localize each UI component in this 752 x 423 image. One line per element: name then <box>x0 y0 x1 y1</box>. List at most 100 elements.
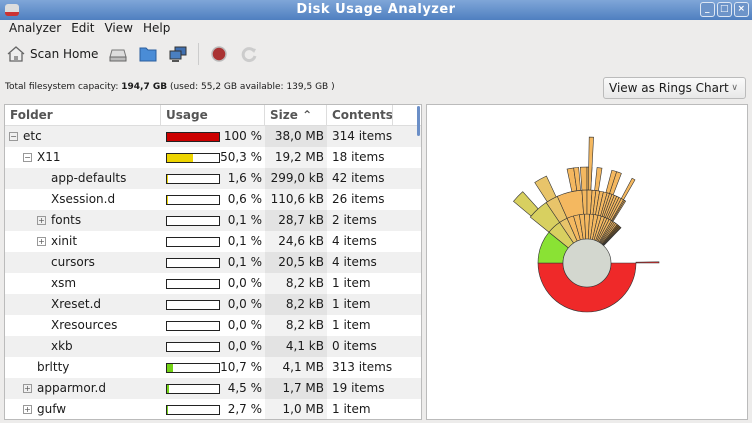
usage-bar <box>166 341 220 352</box>
header-size[interactable]: Size ⌃ <box>265 105 327 125</box>
contents-cell: 19 items <box>332 381 385 395</box>
ring-segment[interactable] <box>635 261 660 264</box>
table-row[interactable]: + apparmor.d 4,5 % 1,7 MB 19 items <box>5 378 421 399</box>
usage-bar <box>166 194 220 205</box>
usage-bar <box>166 173 220 184</box>
folder-name: − X11 <box>5 147 161 168</box>
table-row[interactable]: + xinit 0,1 % 24,6 kB 4 items <box>5 231 421 252</box>
usage-cell: 10,7 % <box>161 357 265 378</box>
collapse-icon[interactable]: − <box>23 153 32 162</box>
title-bar: Disk Usage Analyzer _ □ × <box>0 0 752 20</box>
expand-icon[interactable]: + <box>37 237 46 246</box>
usage-cell: 0,0 % <box>161 315 265 336</box>
size-cell: 110,6 kB <box>265 189 327 210</box>
scrollbar[interactable] <box>417 106 420 136</box>
usage-percent: 100 % <box>223 129 262 143</box>
folder-name: xkb <box>5 336 161 357</box>
folder-name-text: gufw <box>37 402 67 416</box>
harddisk-icon[interactable] <box>108 45 128 63</box>
stop-icon[interactable] <box>209 45 229 63</box>
view-select[interactable]: View as Rings Chart ∨ <box>603 77 746 99</box>
expand-icon[interactable]: + <box>23 405 32 414</box>
network-icon[interactable] <box>168 45 188 63</box>
usage-percent: 0,0 % <box>227 276 262 290</box>
table-row[interactable]: Xreset.d 0,0 % 8,2 kB 1 item <box>5 294 421 315</box>
contents-cell: 42 items <box>332 171 385 185</box>
table-row[interactable]: cursors 0,1 % 20,5 kB 4 items <box>5 252 421 273</box>
size-cell: 8,2 kB <box>265 315 327 336</box>
folder-name-text: Xsession.d <box>51 192 116 206</box>
view-select-value: View as Rings Chart <box>609 81 729 95</box>
rings-chart[interactable] <box>426 104 748 420</box>
ring-segment[interactable] <box>573 167 581 192</box>
menu-help[interactable]: Help <box>142 21 171 35</box>
usage-bar <box>166 362 220 373</box>
menu-analyzer[interactable]: Analyzer <box>9 21 62 35</box>
folder-name-text: app-defaults <box>51 171 127 185</box>
maximize-button[interactable]: □ <box>717 2 732 17</box>
contents-cell: 1 item <box>332 318 371 332</box>
table-row[interactable]: Xsession.d 0,6 % 110,6 kB 26 items <box>5 189 421 210</box>
expand-icon[interactable]: + <box>23 384 32 393</box>
contents-cell: 314 items <box>332 129 393 143</box>
scan-home-button[interactable]: Scan Home <box>6 45 98 63</box>
folder-name-text: apparmor.d <box>37 381 106 395</box>
home-icon <box>7 46 25 62</box>
folder-name-text: Xreset.d <box>51 297 102 311</box>
minimize-button[interactable]: _ <box>700 2 715 17</box>
ring-segment[interactable] <box>513 191 539 217</box>
rings-chart-svg[interactable] <box>427 105 747 419</box>
usage-percent: 0,0 % <box>227 297 262 311</box>
folder-icon[interactable] <box>138 45 158 63</box>
table-row[interactable]: Xresources 0,0 % 8,2 kB 1 item <box>5 315 421 336</box>
folder-name: brltty <box>5 357 161 378</box>
refresh-icon[interactable] <box>239 45 259 63</box>
header-folder[interactable]: Folder <box>5 105 161 125</box>
usage-cell: 0,0 % <box>161 294 265 315</box>
usage-percent: 50,3 % <box>220 150 262 164</box>
usage-bar <box>166 131 220 142</box>
close-button[interactable]: × <box>734 2 749 17</box>
menu-edit[interactable]: Edit <box>71 21 95 35</box>
collapse-icon[interactable]: − <box>9 132 18 141</box>
sort-ascending-icon: ⌃ <box>302 108 313 122</box>
menu-view[interactable]: View <box>104 21 133 35</box>
table-row[interactable]: app-defaults 1,6 % 299,0 kB 42 items <box>5 168 421 189</box>
size-cell: 24,6 kB <box>265 231 327 252</box>
folder-name: + xinit <box>5 231 161 252</box>
usage-cell: 4,5 % <box>161 378 265 399</box>
table-row[interactable]: + gufw 2,7 % 1,0 MB 1 item <box>5 399 421 419</box>
ring-segment[interactable] <box>594 167 603 192</box>
capacity-total: 194,7 GB <box>121 82 168 92</box>
folder-name-text: X11 <box>37 150 61 164</box>
size-cell: 19,2 MB <box>265 147 327 168</box>
usage-bar <box>166 215 220 226</box>
chevron-down-icon: ∨ <box>731 83 738 93</box>
folder-name-text: brltty <box>37 360 70 374</box>
ring-center[interactable] <box>562 238 612 288</box>
table-row[interactable]: xkb 0,0 % 4,1 kB 0 items <box>5 336 421 357</box>
contents-cell: 4 items <box>332 255 377 269</box>
capacity-info: Total filesystem capacity: 194,7 GB (use… <box>5 82 335 92</box>
header-usage[interactable]: Usage <box>161 105 265 125</box>
usage-percent: 0,0 % <box>227 318 262 332</box>
size-cell: 299,0 kB <box>265 168 327 189</box>
folder-name: + apparmor.d <box>5 378 161 399</box>
table-row[interactable]: − X11 50,3 % 19,2 MB 18 items <box>5 147 421 168</box>
folder-name: − etc <box>5 126 161 147</box>
table-row[interactable]: xsm 0,0 % 8,2 kB 1 item <box>5 273 421 294</box>
folder-name: + fonts <box>5 210 161 231</box>
table-row[interactable]: − etc 100 % 38,0 MB 314 items <box>5 126 421 147</box>
table-row[interactable]: brltty 10,7 % 4,1 MB 313 items <box>5 357 421 378</box>
ring-segment[interactable] <box>587 136 594 191</box>
ring-segment[interactable] <box>534 175 557 203</box>
ring-segment[interactable] <box>611 200 627 222</box>
expand-icon[interactable]: + <box>37 216 46 225</box>
ring-segment[interactable] <box>620 177 636 201</box>
header-contents[interactable]: Contents <box>327 105 393 125</box>
usage-cell: 0,1 % <box>161 210 265 231</box>
table-row[interactable]: + fonts 0,1 % 28,7 kB 2 items <box>5 210 421 231</box>
contents-cell: 1 item <box>332 297 371 311</box>
usage-percent: 1,6 % <box>227 171 262 185</box>
ring-segment[interactable] <box>579 166 588 191</box>
